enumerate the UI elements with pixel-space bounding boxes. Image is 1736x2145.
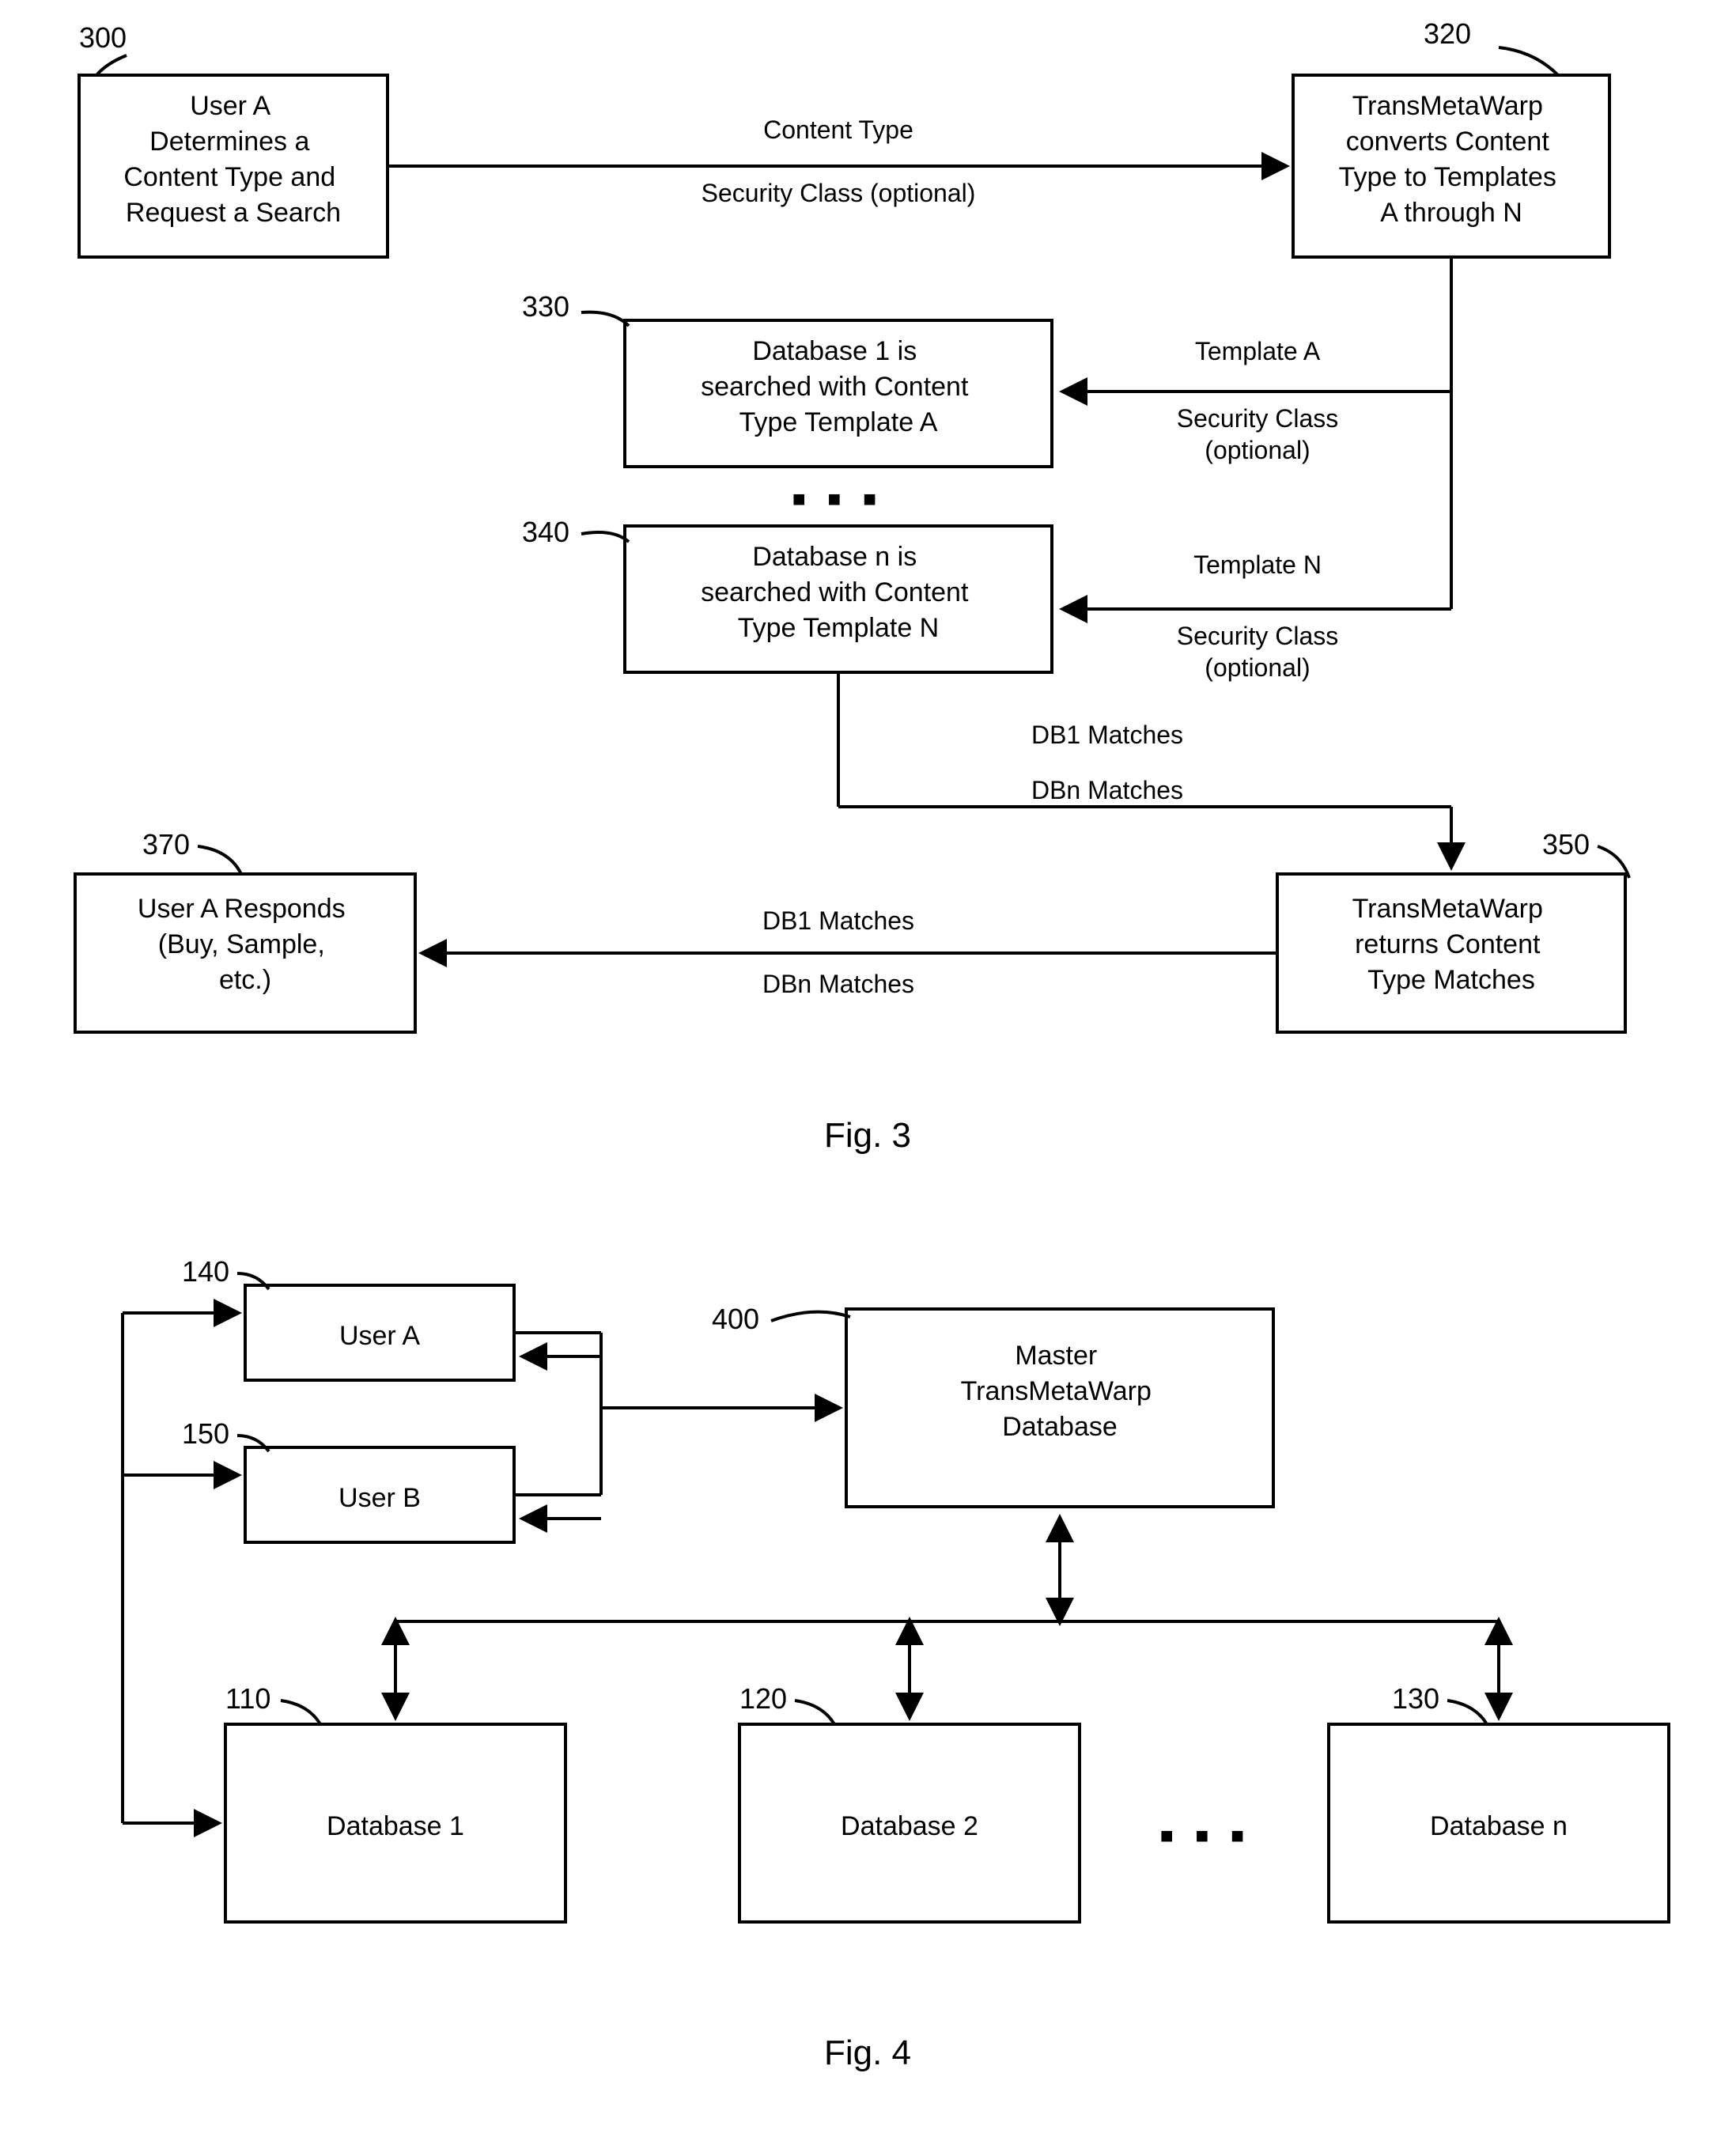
- box-370-line1: User A Responds: [138, 894, 346, 924]
- ref-130: 130: [1392, 1682, 1439, 1715]
- box-330-line1: Database 1 is: [752, 336, 917, 366]
- box-140: User A 140: [182, 1255, 514, 1380]
- box-130-label: Database n: [1430, 1811, 1568, 1841]
- box-340-line3: Type Template N: [738, 613, 940, 643]
- ref-120: 120: [739, 1682, 787, 1715]
- ref-340: 340: [522, 516, 569, 548]
- ref-400: 400: [712, 1303, 759, 1335]
- edge-label-db1-matches-1: DB1 Matches: [1031, 721, 1183, 749]
- box-330-line2: searched with Content: [701, 372, 969, 402]
- box-340-line1: Database n is: [752, 542, 917, 572]
- fig4-dots: ■ ■ ■: [1160, 1823, 1252, 1848]
- figure-4: User A 140 User B 150 Master TransMetaWa…: [123, 1255, 1669, 2072]
- box-320-line1: TransMetaWarp: [1352, 91, 1543, 121]
- ref-330: 330: [522, 290, 569, 323]
- ref-110: 110: [225, 1682, 270, 1715]
- ref-370: 370: [142, 828, 190, 861]
- edge-label-sec-n1: Security Class: [1177, 622, 1339, 650]
- box-140-label: User A: [339, 1321, 420, 1351]
- ref-140: 140: [182, 1255, 229, 1288]
- box-350-line1: TransMetaWarp: [1352, 894, 1543, 924]
- ref-150: 150: [182, 1417, 229, 1450]
- box-400: Master TransMetaWarp Database 400: [712, 1303, 1273, 1507]
- box-400-line1: Master: [1015, 1341, 1097, 1371]
- box-340: Database n is searched with Content Type…: [522, 516, 1052, 672]
- edge-label-template-n: Template N: [1193, 550, 1322, 579]
- box-300: User A Determines a Content Type and Req…: [79, 21, 388, 257]
- fig3-caption: Fig. 3: [824, 1116, 911, 1155]
- box-370: User A Responds (Buy, Sample, etc.) 370: [75, 828, 415, 1032]
- ref-350: 350: [1542, 828, 1590, 861]
- box-300-line1: User A: [190, 91, 270, 121]
- edge-label-security-class: Security Class (optional): [702, 179, 976, 207]
- box-400-line3: Database: [1002, 1412, 1118, 1442]
- box-300-line2: Determines a: [149, 127, 309, 157]
- box-150-label: User B: [339, 1483, 421, 1513]
- fig3-dots: ■ ■ ■: [792, 486, 884, 511]
- svg-text:TransMetaWarp returns Co: TransMetaWarp returns Content Type Match…: [1352, 894, 1551, 995]
- box-330-line3: Type Template A: [739, 407, 938, 437]
- box-350: TransMetaWarp returns Content Type Match…: [1277, 828, 1629, 1032]
- box-120-label: Database 2: [841, 1811, 978, 1841]
- box-340-line2: searched with Content: [701, 577, 969, 607]
- edge-label-dbn-matches-1: DBn Matches: [1031, 776, 1183, 804]
- edge-label-sec-a2: (optional): [1205, 436, 1310, 464]
- box-400-line2: TransMetaWarp: [961, 1376, 1152, 1406]
- box-130: Database n 130: [1329, 1682, 1669, 1922]
- box-330: Database 1 is searched with Content Type…: [522, 290, 1052, 467]
- box-350-line2: returns Content: [1355, 929, 1541, 959]
- box-110-label: Database 1: [327, 1811, 464, 1841]
- fig4-caption: Fig. 4: [824, 2033, 911, 2072]
- box-320-line3: Type to Templates: [1339, 162, 1556, 192]
- box-320: TransMetaWarp converts Content Type to T…: [1293, 17, 1609, 257]
- edge-label-db1-matches-2: DB1 Matches: [762, 906, 914, 935]
- box-110: Database 1 110: [225, 1682, 565, 1922]
- edge-label-sec-n2: (optional): [1205, 653, 1310, 682]
- edge-label-dbn-matches-2: DBn Matches: [762, 970, 914, 998]
- ref-300: 300: [79, 21, 127, 54]
- edge-label-template-a: Template A: [1195, 337, 1321, 365]
- ref-320: 320: [1424, 17, 1471, 50]
- edge-label-content-type: Content Type: [763, 115, 913, 144]
- edge-label-sec-a1: Security Class: [1177, 404, 1339, 433]
- figure-3: User A Determines a Content Type and Req…: [75, 17, 1629, 1155]
- box-350-line3: Type Matches: [1367, 965, 1535, 995]
- box-320-line2: converts Content: [1346, 127, 1550, 157]
- box-150: User B 150: [182, 1417, 514, 1542]
- box-300-line4: Request a Search: [126, 198, 341, 228]
- box-370-line2: (Buy, Sample,: [158, 929, 325, 959]
- box-120: Database 2 120: [739, 1682, 1080, 1922]
- box-370-line3: etc.): [219, 965, 271, 995]
- box-300-line3: Content Type and: [123, 162, 335, 192]
- box-320-line4: A through N: [1380, 198, 1522, 228]
